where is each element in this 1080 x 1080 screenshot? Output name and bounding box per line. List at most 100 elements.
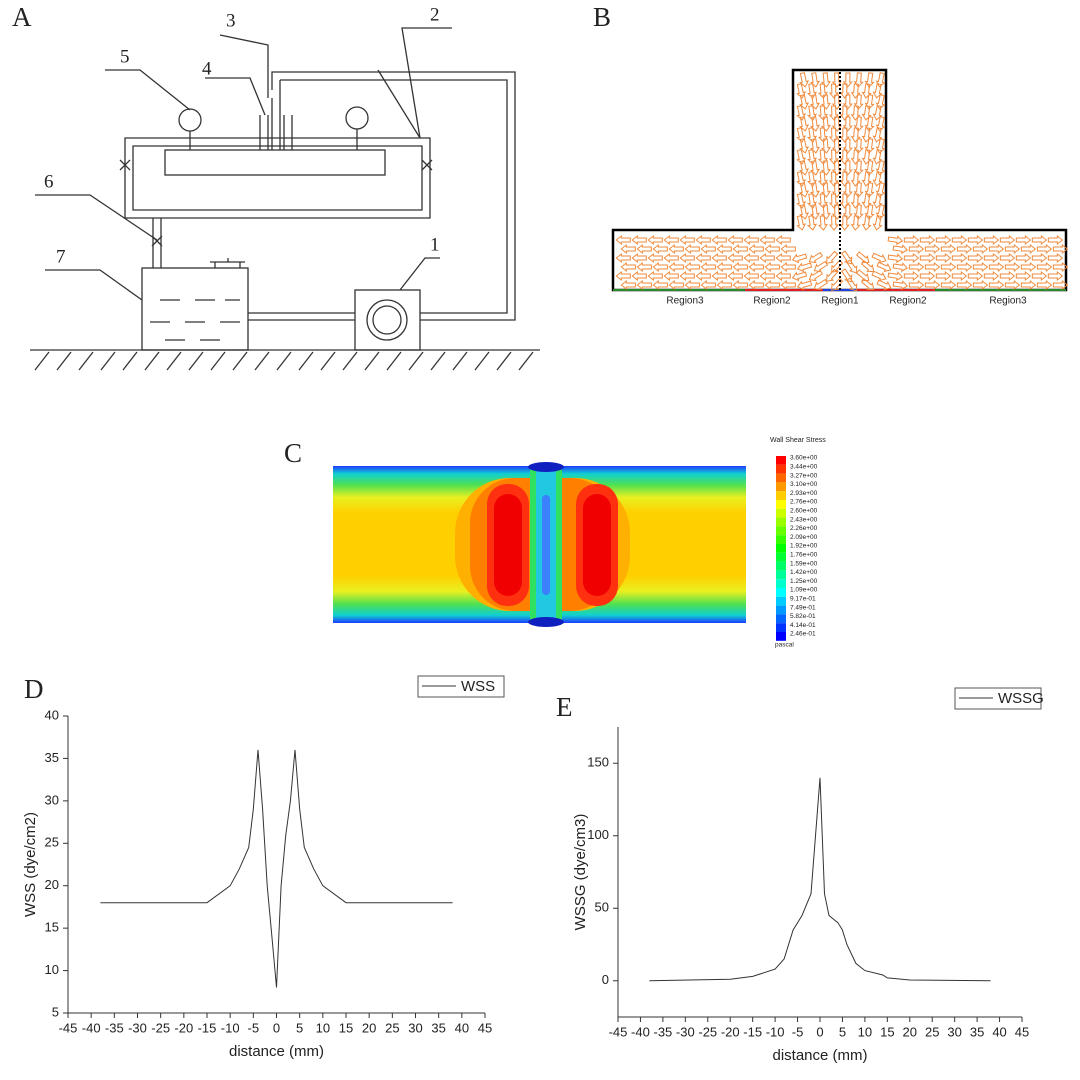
arrow-shape — [903, 252, 920, 264]
arrow — [615, 252, 631, 264]
arrow — [743, 252, 759, 264]
arrow — [967, 234, 984, 246]
panel-label: E — [556, 692, 573, 722]
arrow-shape — [908, 261, 925, 273]
arrow-shape — [861, 215, 872, 231]
arrow — [695, 270, 711, 282]
arrow — [759, 252, 775, 264]
arrow — [1047, 234, 1064, 246]
arrow-shape — [732, 243, 748, 255]
arrow-shape — [935, 234, 952, 246]
colorbar-swatch — [776, 552, 786, 562]
arrow — [810, 182, 821, 198]
arrow-shape — [1031, 270, 1048, 282]
arrow-shape — [748, 243, 764, 255]
arrow — [631, 234, 647, 246]
arrow — [872, 127, 883, 143]
arrow-shape — [919, 270, 936, 282]
arrow-shape — [972, 261, 989, 273]
arrow — [940, 261, 957, 273]
arrow-shape — [839, 171, 850, 187]
arrow — [663, 234, 679, 246]
panel-label: B — [593, 2, 611, 32]
arrow-shape — [846, 277, 858, 292]
arrow — [817, 83, 828, 99]
arrow-shape — [850, 193, 861, 209]
arrow-shape — [999, 234, 1016, 246]
arrow — [799, 160, 810, 176]
x-tick-label: 20 — [903, 1024, 917, 1039]
arrow-shape — [887, 271, 904, 282]
x-tick-label: 35 — [970, 1024, 984, 1039]
arrow-shape — [620, 261, 636, 273]
arrow-shape — [799, 160, 810, 176]
arrow-shape — [826, 250, 839, 264]
arrow — [988, 279, 1005, 291]
arrow-shape — [663, 270, 679, 282]
arrow-shape — [716, 279, 732, 291]
arrow-shape — [663, 234, 679, 246]
arrow-shape — [1020, 243, 1037, 255]
arrow-shape — [615, 234, 631, 246]
arrow-shape — [940, 279, 957, 291]
arrow — [861, 215, 872, 231]
arrow — [807, 83, 818, 99]
arrow-shape — [1015, 252, 1032, 264]
arrow — [764, 279, 780, 291]
colorbar-label: 1.76e+00 — [790, 552, 818, 559]
part-label: 2 — [430, 4, 440, 25]
region-label: Region3 — [989, 296, 1027, 307]
arrow-shape — [652, 261, 668, 273]
arrow — [1020, 279, 1037, 291]
arrow — [831, 182, 842, 198]
arrow-shape — [743, 270, 759, 282]
arrow-shape — [872, 105, 883, 121]
arrow-shape — [695, 234, 711, 246]
arrow — [919, 252, 936, 264]
arrow — [636, 261, 652, 273]
arrow — [1052, 261, 1069, 273]
arrow — [826, 268, 839, 282]
colorbar-swatch — [776, 464, 786, 474]
x-tick-label: -40 — [631, 1024, 650, 1039]
arrow — [732, 279, 748, 291]
x-tick-label: 15 — [339, 1020, 353, 1035]
arrow — [850, 105, 861, 121]
arrow — [1031, 270, 1048, 282]
arrow — [743, 234, 759, 246]
arrow-shape — [810, 138, 821, 154]
colorbar-swatch — [776, 605, 786, 615]
arrow — [871, 270, 887, 282]
arrow-shape — [780, 261, 796, 273]
arrow-shape — [831, 138, 842, 154]
arrow — [1004, 243, 1021, 255]
arrow-shape — [780, 279, 796, 291]
arrow-shape — [983, 234, 1000, 246]
arrow-shape — [1031, 234, 1048, 246]
arrow-shape — [850, 215, 861, 231]
arrow — [663, 270, 679, 282]
arrow-shape — [924, 243, 941, 255]
x-tick-label: 0 — [273, 1020, 280, 1035]
arrow — [780, 243, 796, 255]
arrow-shape — [1047, 252, 1064, 264]
arrow-shape — [711, 234, 727, 246]
y-tick-label: 5 — [52, 1004, 59, 1019]
y-tick-label: 10 — [45, 962, 59, 977]
arrow-shape — [684, 243, 700, 255]
arrow — [872, 193, 883, 209]
colorbar-swatch — [776, 544, 786, 553]
arrow — [807, 127, 818, 143]
arrow — [759, 234, 775, 246]
arrow-shape — [799, 204, 810, 220]
arrow-shape — [631, 234, 647, 246]
arrow-shape — [711, 270, 727, 282]
arrow-shape — [935, 270, 952, 282]
arrow-shape — [999, 270, 1016, 282]
arrow-shape — [775, 234, 791, 246]
arrow-shape — [668, 279, 684, 291]
colorbar-swatch — [776, 482, 786, 492]
arrow-shape — [892, 244, 909, 255]
part-label: 4 — [202, 58, 212, 79]
arrow — [940, 243, 957, 255]
